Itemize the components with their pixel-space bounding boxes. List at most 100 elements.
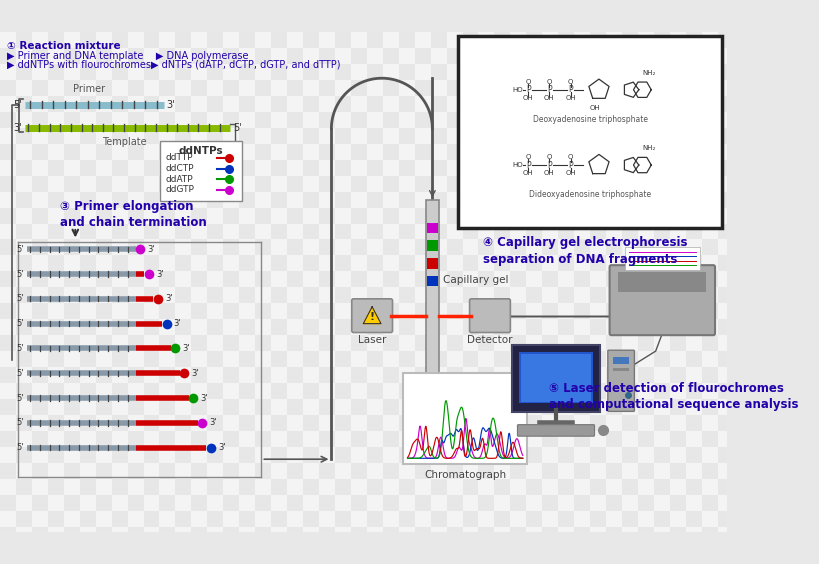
Bar xyxy=(79,367,96,383)
Bar xyxy=(462,144,477,160)
Bar xyxy=(334,255,351,271)
Bar xyxy=(223,303,239,319)
Bar xyxy=(717,240,733,255)
Bar xyxy=(255,208,271,223)
Bar xyxy=(366,255,382,271)
Bar xyxy=(446,287,462,303)
Bar xyxy=(239,144,255,160)
Bar xyxy=(430,48,446,64)
Bar xyxy=(558,351,573,367)
Bar xyxy=(79,128,96,144)
Bar xyxy=(79,543,96,558)
Bar xyxy=(79,96,96,112)
Bar xyxy=(477,335,494,351)
Bar xyxy=(96,367,111,383)
Bar xyxy=(334,495,351,510)
Bar xyxy=(749,160,765,175)
Bar xyxy=(303,351,319,367)
Bar xyxy=(414,383,430,399)
Bar xyxy=(446,32,462,48)
Bar xyxy=(622,175,637,192)
Bar xyxy=(128,64,143,80)
Bar xyxy=(64,351,79,367)
Bar xyxy=(175,240,191,255)
Bar xyxy=(287,319,303,335)
Bar xyxy=(128,527,143,543)
FancyBboxPatch shape xyxy=(458,36,722,228)
Bar xyxy=(446,303,462,319)
Bar xyxy=(334,64,351,80)
Bar xyxy=(382,32,398,48)
Bar xyxy=(509,64,526,80)
Bar xyxy=(573,558,590,564)
Bar xyxy=(191,335,207,351)
Bar xyxy=(191,543,207,558)
Bar xyxy=(509,32,526,48)
Bar xyxy=(111,558,128,564)
Bar xyxy=(541,175,558,192)
Bar xyxy=(223,32,239,48)
Bar xyxy=(446,543,462,558)
Bar xyxy=(143,223,159,240)
Bar xyxy=(16,462,32,479)
Bar xyxy=(351,527,366,543)
Bar xyxy=(48,415,64,431)
Bar xyxy=(143,160,159,175)
Bar xyxy=(430,447,446,462)
Bar xyxy=(605,415,622,431)
Bar xyxy=(239,510,255,527)
Bar xyxy=(382,208,398,223)
Bar xyxy=(622,48,637,64)
Bar xyxy=(477,287,494,303)
Bar xyxy=(446,144,462,160)
Bar xyxy=(64,399,79,415)
Text: P: P xyxy=(568,161,572,170)
Bar xyxy=(271,287,287,303)
Bar xyxy=(271,32,287,48)
Bar xyxy=(558,303,573,319)
Bar xyxy=(223,335,239,351)
Bar xyxy=(319,543,334,558)
Bar xyxy=(255,319,271,335)
Bar xyxy=(669,240,685,255)
Bar xyxy=(111,192,128,208)
Bar xyxy=(573,383,590,399)
Bar xyxy=(287,208,303,223)
Bar xyxy=(733,399,749,415)
Bar xyxy=(366,543,382,558)
Bar xyxy=(558,96,573,112)
Bar xyxy=(207,208,223,223)
Bar xyxy=(398,303,414,319)
Bar xyxy=(175,80,191,96)
Bar xyxy=(334,479,351,495)
Bar xyxy=(749,495,765,510)
Bar xyxy=(191,32,207,48)
Bar xyxy=(701,287,717,303)
Bar xyxy=(175,112,191,128)
Bar xyxy=(477,48,494,64)
Bar xyxy=(382,335,398,351)
Bar xyxy=(430,128,446,144)
Bar xyxy=(351,160,366,175)
Bar xyxy=(351,240,366,255)
Bar xyxy=(287,399,303,415)
Bar xyxy=(271,447,287,462)
Text: 3': 3' xyxy=(191,369,199,378)
Bar xyxy=(573,495,590,510)
Bar xyxy=(191,399,207,415)
Bar xyxy=(398,208,414,223)
Bar xyxy=(462,64,477,80)
Bar xyxy=(622,415,637,431)
Text: P: P xyxy=(568,85,572,94)
Bar xyxy=(319,462,334,479)
Bar xyxy=(334,431,351,447)
Bar xyxy=(653,399,669,415)
Bar xyxy=(509,223,526,240)
Bar xyxy=(48,223,64,240)
Bar xyxy=(765,367,781,383)
Bar xyxy=(334,128,351,144)
Bar xyxy=(303,208,319,223)
Bar xyxy=(477,399,494,415)
Bar xyxy=(96,558,111,564)
Bar xyxy=(477,303,494,319)
